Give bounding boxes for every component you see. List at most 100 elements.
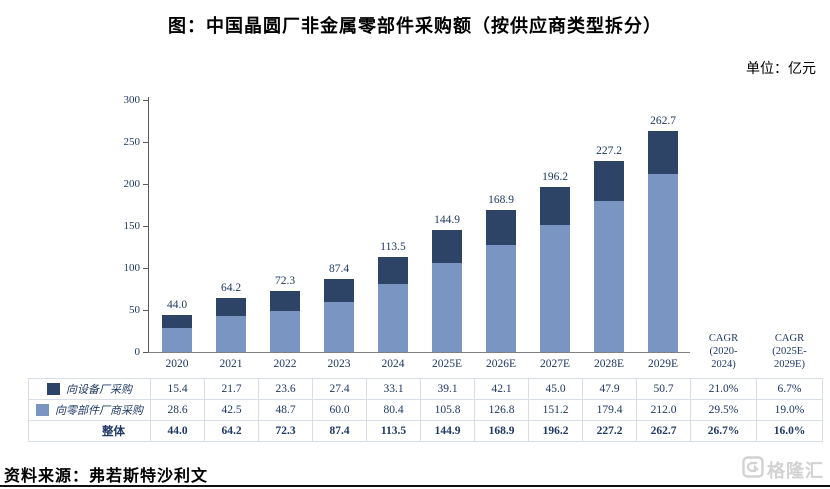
cagr-header-line: CAGR [774, 333, 805, 344]
row-label: 向零部件厂商采购 [55, 405, 143, 417]
stacked-bar-2020 [162, 315, 192, 352]
table-cell: 42.5 [204, 399, 259, 421]
x-axis-label-2023: 2023 [327, 358, 351, 370]
cagr-header-1: CAGR (2020- 2024) [690, 332, 757, 371]
table-cell: 87.4 [312, 420, 367, 442]
gelonghui-logo-icon [742, 456, 764, 483]
table-cell: 16.0% [756, 420, 823, 442]
bar-total-label: 144.9 [434, 214, 460, 227]
y-tick-label: 0 [134, 345, 141, 358]
table-cell: 15.4 [150, 378, 205, 400]
x-axis [148, 352, 690, 353]
table-cell: 6.7% [756, 378, 823, 400]
table-cell: 80.4 [366, 399, 421, 421]
table-cell: 23.6 [258, 378, 313, 400]
y-tick-label: 250 [123, 135, 141, 148]
bar-total-label: 262.7 [650, 115, 676, 128]
row-label-cell: 向零部件厂商采购 [28, 399, 151, 421]
table-row: 整体 44.0 64.2 72.3 87.4 113.5 144.9 168.9 196.2 22… [28, 420, 823, 442]
segment-equipment-purchase [162, 315, 192, 328]
y-tick-label: 100 [123, 261, 141, 274]
segment-components-purchase [594, 201, 624, 352]
stacked-bar-2027E [540, 187, 570, 352]
table-cell: 27.4 [312, 378, 367, 400]
cagr-header-line: 2029E) [774, 359, 805, 370]
table-cell: 21.0% [690, 378, 757, 400]
table-cell: 212.0 [636, 399, 691, 421]
table-cell: 19.0% [756, 399, 823, 421]
table-cell: 168.9 [474, 420, 529, 442]
table-cell: 39.1 [420, 378, 475, 400]
x-axis-label-2021: 2021 [219, 358, 243, 370]
stacked-bar-2024 [378, 256, 408, 352]
table-cell: 26.7% [690, 420, 757, 442]
table-cell: 151.2 [528, 399, 583, 421]
bar-total-label: 168.9 [488, 194, 514, 207]
stacked-bar-2021 [216, 298, 246, 352]
segment-equipment-purchase [540, 187, 570, 225]
table-cell: 45.0 [528, 378, 583, 400]
legend-swatch-icon [47, 383, 60, 395]
segment-equipment-purchase [432, 230, 462, 264]
cagr-header-2: CAGR (2025E- 2029E) [757, 332, 822, 371]
bar-total-label: 196.2 [542, 171, 568, 184]
table-cell: 105.8 [420, 399, 475, 421]
table-cell: 227.2 [582, 420, 637, 442]
y-tick-mark [143, 184, 148, 185]
table-cell: 28.6 [150, 399, 205, 421]
segment-equipment-purchase [648, 131, 678, 174]
y-tick-mark [143, 352, 148, 353]
table-cell: 113.5 [366, 420, 421, 442]
x-axis-label-2020: 2020 [165, 358, 189, 370]
stacked-bar-2028E [594, 161, 624, 352]
cagr-header-line: (2025E- [772, 346, 807, 357]
y-axis [148, 97, 149, 353]
y-tick-mark [143, 100, 148, 101]
x-axis-label-2026E: 2026E [485, 358, 517, 370]
table-cell: 126.8 [474, 399, 529, 421]
x-axis-label-2024: 2024 [381, 358, 405, 370]
watermark: 格隆汇 [742, 456, 824, 483]
table-cell: 64.2 [204, 420, 259, 442]
table-cell: 48.7 [258, 399, 313, 421]
unit-label: 单位：亿元 [746, 62, 816, 77]
table-cell: 262.7 [636, 420, 691, 442]
table-cell: 47.9 [582, 378, 637, 400]
table-cell: 144.9 [420, 420, 475, 442]
table-cell: 42.1 [474, 378, 529, 400]
y-tick-label: 50 [129, 303, 140, 316]
bar-total-label: 87.4 [328, 262, 350, 275]
legend-swatch-icon [36, 404, 49, 416]
segment-equipment-purchase [486, 210, 516, 246]
bar-total-label: 113.5 [380, 240, 406, 253]
table-cell: 72.3 [258, 420, 313, 442]
y-tick-label: 150 [123, 219, 141, 232]
segment-components-purchase [324, 301, 354, 352]
table-cell: 60.0 [312, 399, 367, 421]
y-tick-mark [143, 142, 148, 143]
bar-total-label: 72.3 [274, 275, 296, 288]
table-cell: 33.1 [366, 378, 421, 400]
row-label: 整体 [102, 426, 125, 438]
row-label-cell: 向设备厂采购 [28, 378, 151, 400]
x-axis-label-2029E: 2029E [647, 358, 679, 370]
bottom-border [0, 485, 830, 487]
y-tick-label: 300 [123, 93, 141, 106]
y-tick-mark [143, 226, 148, 227]
y-tick-mark [143, 268, 148, 269]
stacked-bar-chart: 0 50 100 150 200 250 300 44.0 64.2 72.3 87.4 113.5… [123, 93, 822, 371]
stacked-bar-2029E [648, 131, 678, 352]
data-table: 向设备厂采购 15.4 21.7 23.6 27.4 33.1 39.1 42.1 45.0 47… [28, 378, 823, 442]
table-cell: 29.5% [690, 399, 757, 421]
table-row: 向设备厂采购 15.4 21.7 23.6 27.4 33.1 39.1 42.1 45.0 47… [28, 378, 823, 400]
segment-equipment-purchase [594, 161, 624, 202]
segment-components-purchase [432, 263, 462, 352]
stacked-bar-2023 [324, 278, 354, 352]
table-cell: 196.2 [528, 420, 583, 442]
segment-equipment-purchase [324, 278, 354, 302]
bar-total-label: 44.0 [166, 299, 188, 312]
x-axis-label-2022: 2022 [273, 358, 297, 370]
cagr-header-line: CAGR [708, 333, 739, 344]
segment-equipment-purchase [270, 291, 300, 312]
